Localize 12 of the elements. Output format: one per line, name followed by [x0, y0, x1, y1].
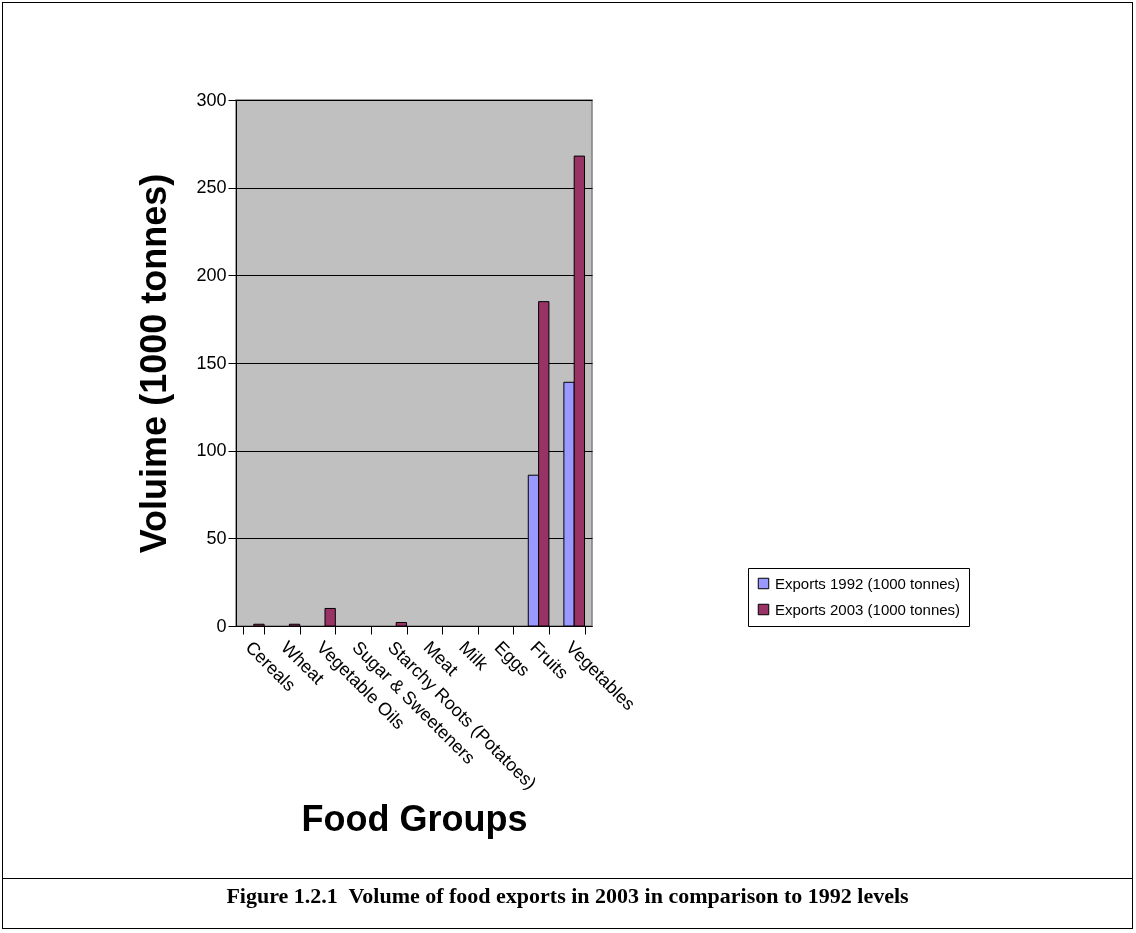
x-axis-title: Food Groups: [301, 798, 528, 840]
legend-label: Exports 1992 (1000 tonnes): [775, 574, 961, 592]
y-tick-label: 0: [216, 615, 227, 636]
y-tick-label: 300: [196, 89, 227, 110]
y-tick-label: 50: [206, 527, 227, 548]
y-axis-title: Voluime (1000 tonnes): [133, 173, 175, 554]
y-tick-label: 250: [196, 177, 227, 198]
y-tick-label: 100: [196, 440, 227, 461]
y-tick-label: 200: [196, 264, 227, 285]
legend-label: Exports 2003 (1000 tonnes): [775, 600, 961, 618]
y-tick-label: 150: [196, 352, 227, 373]
caption: Figure 1.2.1 Volume of food exports in 2003 in comparison to 1992 levels: [2, 878, 1133, 929]
